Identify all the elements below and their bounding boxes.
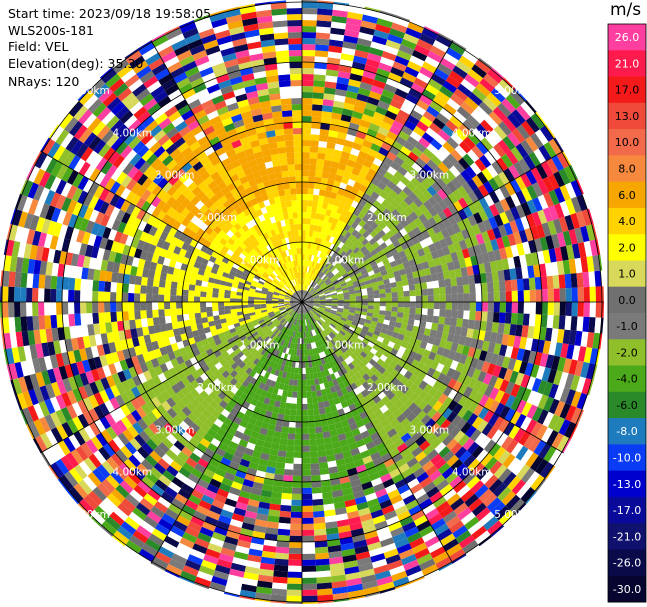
azimuth-line [301,40,454,303]
azimuth-line [301,301,454,564]
range-ring-label: 1.00km [325,339,365,351]
range-ring-label: 3.00km [155,424,195,436]
colorbar-swatch [608,339,646,367]
colorbar-tick-label: 6.0 [618,189,636,202]
colorbar-tick-label: -26.0 [613,557,641,570]
site-label: WLS200s-181 [8,22,94,38]
colorbar-swatch [608,418,646,445]
colorbar-tick-label: -1.0 [616,320,637,333]
range-ring-label: 3.00km [409,170,449,182]
colorbar-tick-label: 10.0 [615,136,640,149]
range-ring-label: 3.00km [409,424,449,436]
colorbar-tick-label: 17.0 [615,84,640,97]
colorbar-tick-label: 0.0 [618,294,636,307]
colorbar-tick-label: -10.0 [613,452,641,465]
range-ring-label: 1.00km [240,255,280,267]
colorbar-tick-label: -4.0 [616,373,637,386]
range-ring-label: 4.00km [452,467,492,479]
colorbar-swatch [608,234,646,261]
colorbar-tick-label: 2.0 [618,241,636,254]
colorbar-swatch [608,365,646,393]
range-ring-label: 5.00km [494,509,534,521]
range-ring-label: 3.00km [155,170,195,182]
colorbar-swatch [608,181,646,209]
colorbar-tick-label: -17.0 [613,504,641,517]
colorbar-swatch [608,470,646,498]
ppi-gates [0,0,604,604]
colorbar-swatch [608,260,646,288]
range-ring-label: 2.00km [197,382,237,394]
range-ring-label: 1.00km [325,255,365,267]
range-ring-label: 5.00km [70,509,110,521]
colorbar-tick-label: 21.0 [615,57,640,70]
scan-info: Start time: 2023/09/18 19:58:05 WLS200s-… [8,6,211,91]
azimuth-line [150,301,303,564]
colorbar-tick-label: -2.0 [616,346,637,359]
colorbar-swatch [608,313,646,340]
colorbar-swatch [608,391,646,419]
azimuth-line [40,150,303,303]
colorbar-swatch [608,549,646,577]
range-labels: 1.00km 1.00km 1.00km 1.00km 2.00km 2.00km 2.00… [70,85,534,521]
field-label: Field: VEL [8,39,69,54]
azimuth-line [301,150,564,303]
colorbar-tick-label: 8.0 [618,163,636,176]
colorbar-swatch [608,102,646,130]
range-ring-label: 4.00km [112,127,152,139]
azimuth-line [150,40,303,303]
colorbar-unit: m/s [610,0,642,20]
colorbar-swatch [608,50,646,78]
colorbar-swatch [608,129,646,156]
colorbar-swatch [608,207,646,235]
elevation-label: Elevation(deg): 35.30 [8,55,144,71]
colorbar-tick-label: -6.0 [616,399,637,412]
colorbar-tick-label: 4.0 [618,215,636,228]
range-ring-label: 4.00km [112,467,152,479]
start-time-label: Start time: 2023/09/18 19:58:05 [8,6,212,21]
range-ring-label: 2.00km [367,212,407,224]
range-ring-label: 2.00km [197,212,237,224]
range-ring-label: 5.00km [494,85,534,97]
colorbar-tick-label: 26.0 [615,31,640,44]
colorbar-swatch [608,286,646,314]
range-ring-label: 2.00km [367,382,407,394]
azimuth-line [40,301,303,454]
colorbar-swatch [608,444,646,472]
colorbar-tick-label: -8.0 [616,425,637,438]
colorbar-tick-label: -21.0 [613,530,641,543]
range-ring-label: 5.00km [70,85,110,97]
colorbar-swatch [608,496,646,524]
colorbar-tick-label: -30.0 [613,583,641,596]
range-ring-label: 4.00km [452,127,492,139]
azimuth-line [301,301,564,454]
colorbar-swatch [608,523,646,550]
colorbar-tick-label: 1.0 [618,268,636,281]
colorbar-swatch [608,76,646,104]
colorbar-swatch [608,575,646,603]
range-ring-label: 1.00km [240,339,280,351]
colorbar-swatch [608,155,646,183]
colorbar-swatch [608,24,646,51]
nrays-label: NRays: 120 [8,74,80,89]
colorbar-tick-label: -13.0 [613,478,641,491]
azimuth-spokes [0,0,604,604]
colorbar-tick-label: 13.0 [615,110,640,123]
